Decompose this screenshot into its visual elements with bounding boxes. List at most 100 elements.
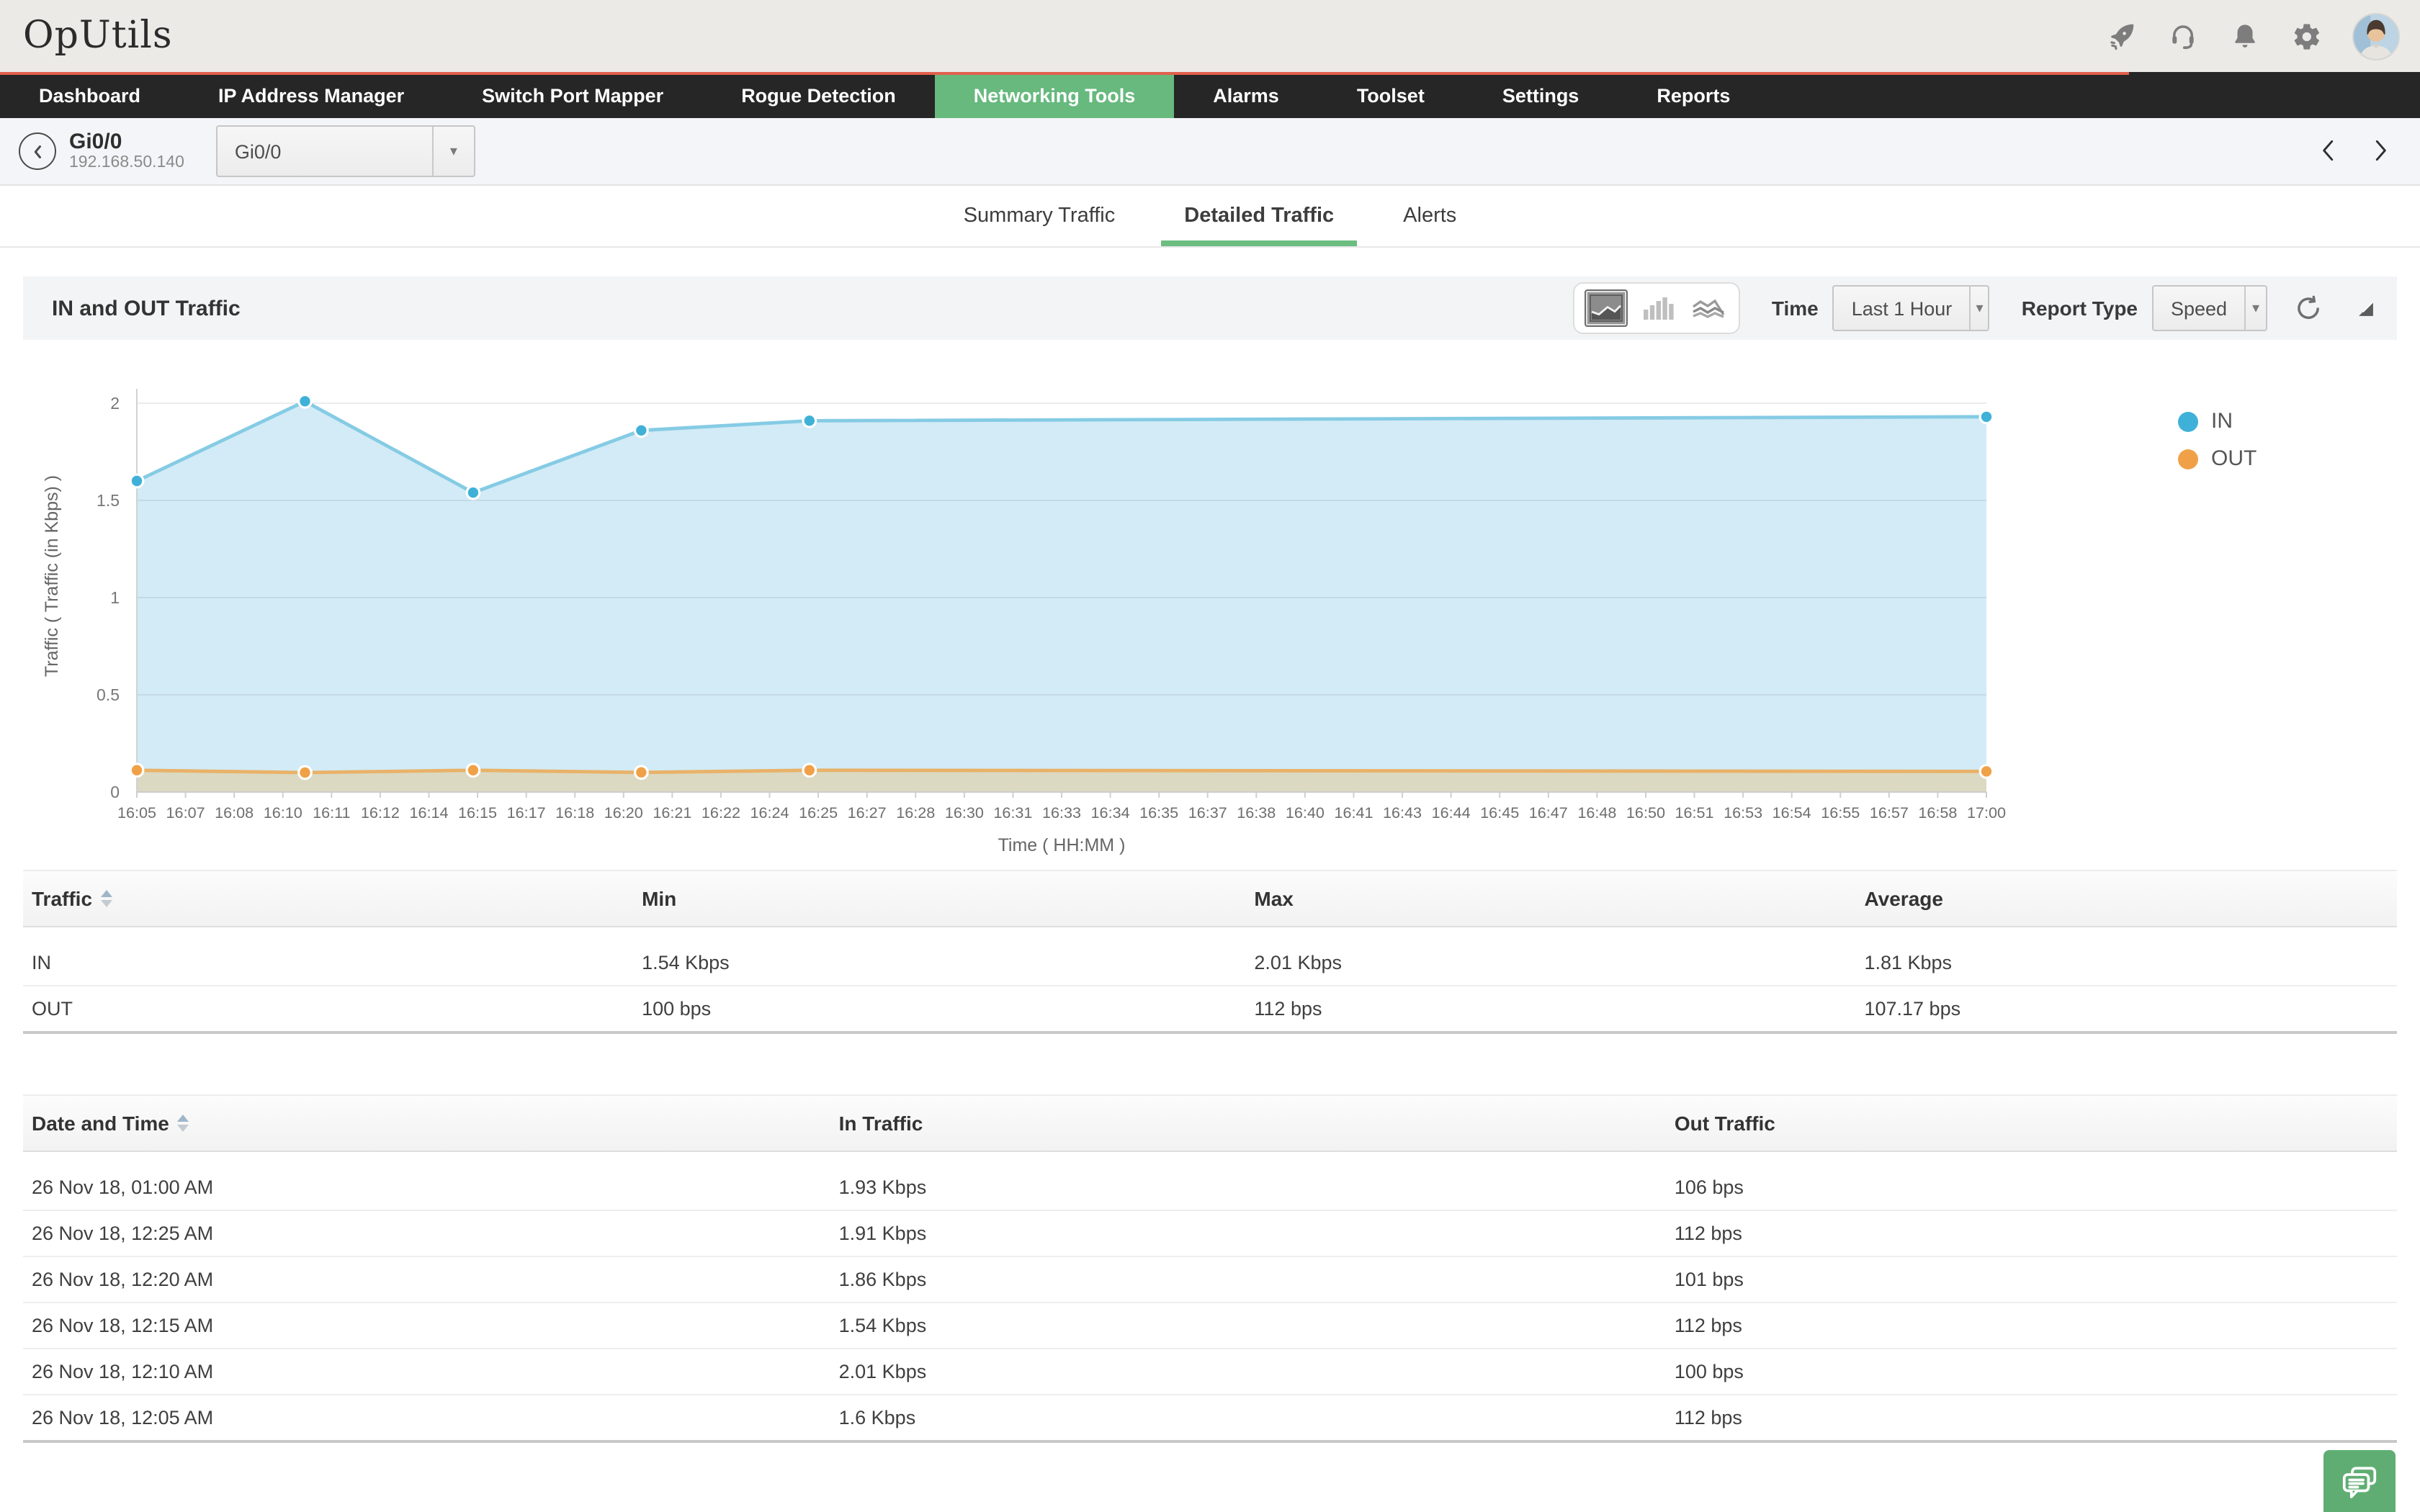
time-range-select[interactable]: Last 1 Hour ▾: [1832, 285, 1990, 331]
table-body: IN 1.54 Kbps 2.01 Kbps 1.81 Kbps OUT 100 bps 1…: [23, 927, 2397, 1034]
table-row[interactable]: 26 Nov 18, 12:25 AM 1.91 Kbps 112 bps: [23, 1211, 2397, 1257]
line-chart-icon[interactable]: [1688, 291, 1729, 325]
chart-toolbar: Time Last 1 Hour ▾ Report Type Speed ▾: [1572, 282, 2383, 334]
column-header-in-traffic[interactable]: In Traffic: [838, 1112, 923, 1135]
prev-interface-button[interactable]: [2313, 134, 2342, 168]
nav-item-reports[interactable]: Reports: [1657, 84, 1731, 106]
y-tick-label: 1.5: [97, 491, 120, 510]
sort-icon[interactable]: [177, 1115, 189, 1132]
x-tick-label: 16:54: [1773, 804, 1811, 822]
sort-icon[interactable]: [101, 890, 113, 907]
table-row[interactable]: 26 Nov 18, 12:20 AM 1.86 Kbps 101 bps: [23, 1257, 2397, 1303]
expand-icon[interactable]: [2348, 291, 2383, 325]
nav-item-switch-port-mapper[interactable]: Switch Port Mapper: [482, 84, 664, 106]
data-point-in-16:20[interactable]: [633, 423, 649, 438]
bell-icon[interactable]: [2228, 20, 2260, 52]
interface-select[interactable]: Gi0/0 ▾: [215, 125, 475, 177]
table-row[interactable]: 26 Nov 18, 12:15 AM 1.54 Kbps 112 bps: [23, 1303, 2397, 1349]
tab-detailed-traffic[interactable]: Detailed Traffic: [1161, 186, 1358, 246]
data-point-out-17:00[interactable]: [1978, 763, 1994, 779]
column-header-date-and-time[interactable]: Date and Time: [23, 1112, 830, 1135]
table-row[interactable]: 26 Nov 18, 12:05 AM 1.6 Kbps 112 bps: [23, 1395, 2397, 1443]
x-tick-label: 16:57: [1870, 804, 1909, 822]
tab-alerts[interactable]: Alerts: [1403, 204, 1457, 228]
legend-item-out[interactable]: OUT: [2178, 446, 2257, 471]
legend-item-in[interactable]: IN: [2178, 409, 2257, 433]
y-axis-title: Traffic ( Traffic (in Kbps) ): [42, 475, 62, 677]
table-cell: 26 Nov 18, 01:00 AM: [32, 1176, 214, 1198]
interface-title-block: Gi0/0 192.168.50.140: [69, 130, 184, 174]
data-point-out-16:05[interactable]: [129, 762, 145, 778]
data-point-in-16:05[interactable]: [129, 473, 145, 489]
x-tick-label: 16:48: [1577, 804, 1616, 822]
legend-label: IN: [2211, 409, 2233, 433]
x-tick-label: 16:05: [117, 804, 156, 822]
chart-type-group: [1572, 282, 1740, 334]
table-row[interactable]: 26 Nov 18, 12:10 AM 2.01 Kbps 100 bps: [23, 1349, 2397, 1395]
data-point-in-17:00[interactable]: [1978, 409, 1994, 425]
x-axis-title: Time ( HH:MM ): [998, 835, 1126, 855]
x-tick-label: 16:35: [1139, 804, 1178, 822]
rocket-icon[interactable]: [2105, 20, 2136, 52]
x-tick-label: 16:45: [1480, 804, 1519, 822]
nav-item-rogue-detection[interactable]: Rogue Detection: [741, 84, 896, 106]
table-row[interactable]: IN 1.54 Kbps 2.01 Kbps 1.81 Kbps: [23, 940, 2397, 986]
y-tick-label: 0: [110, 783, 120, 801]
column-header-average[interactable]: Average: [1864, 887, 1943, 910]
column-header-min[interactable]: Min: [642, 887, 677, 910]
table-row[interactable]: OUT 100 bps 112 bps 107.17 bps: [23, 986, 2397, 1034]
tab-summary-traffic[interactable]: Summary Traffic: [963, 204, 1116, 228]
x-tick-label: 16:21: [653, 804, 691, 822]
chevron-down-icon: ▾: [2244, 287, 2266, 330]
nav-item-networking-tools[interactable]: Networking Tools: [934, 72, 1175, 118]
x-tick-label: 16:07: [166, 804, 205, 822]
column-header-max[interactable]: Max: [1254, 887, 1294, 910]
header-actions: [2105, 12, 2400, 60]
user-avatar[interactable]: [2352, 12, 2400, 60]
nav-item-settings[interactable]: Settings: [1502, 84, 1579, 106]
data-point-out-16:15[interactable]: [465, 762, 481, 778]
table-cell: 26 Nov 18, 12:15 AM: [32, 1315, 214, 1336]
table-cell: 1.81 Kbps: [1864, 952, 1953, 973]
table-cell: 2.01 Kbps: [838, 1361, 927, 1382]
headset-icon[interactable]: [2166, 20, 2198, 52]
refresh-icon[interactable]: [2290, 291, 2325, 325]
x-tick-label: 16:43: [1383, 804, 1422, 822]
data-point-out-16:20[interactable]: [633, 765, 649, 780]
nav-item-alarms[interactable]: Alarms: [1213, 84, 1279, 106]
table-cell: 100 bps: [1674, 1361, 1744, 1382]
column-header-out-traffic[interactable]: Out Traffic: [1674, 1112, 1775, 1135]
data-point-in-16:10[interactable]: [297, 393, 313, 409]
table-cell: IN: [32, 952, 51, 973]
x-tick-label: 16:51: [1675, 804, 1714, 822]
data-point-in-16:25[interactable]: [802, 413, 817, 428]
table-cell: 112 bps: [1674, 1223, 1742, 1244]
y-tick-label: 0.5: [97, 685, 120, 704]
back-button[interactable]: [19, 132, 56, 170]
bar-chart-icon[interactable]: [1638, 291, 1678, 325]
x-tick-label: 16:53: [1724, 804, 1762, 822]
next-interface-button[interactable]: [2365, 134, 2394, 168]
column-header-traffic[interactable]: Traffic: [23, 887, 633, 910]
table-header-row: Traffic Min Max Average: [23, 870, 2397, 927]
area-chart-icon[interactable]: [1584, 289, 1628, 327]
data-point-in-16:15[interactable]: [465, 485, 481, 500]
chat-support-button[interactable]: [2323, 1450, 2396, 1512]
traffic-detail-table: Date and Time In Traffic Out Traffic 26 Nov…: [23, 1094, 2397, 1443]
data-point-out-16:10[interactable]: [297, 765, 313, 780]
table-row[interactable]: 26 Nov 18, 01:00 AM 1.93 Kbps 106 bps: [23, 1165, 2397, 1211]
table-cell: 1.86 Kbps: [838, 1269, 927, 1290]
legend-label: OUT: [2211, 446, 2257, 471]
x-tick-label: 16:40: [1286, 804, 1325, 822]
report-type-select[interactable]: Speed ▾: [2152, 285, 2267, 331]
nav-item-toolset[interactable]: Toolset: [1356, 84, 1425, 106]
table-cell: 107.17 bps: [1864, 998, 1961, 1020]
interface-select-value: Gi0/0: [234, 140, 282, 162]
x-tick-label: 16:25: [799, 804, 838, 822]
nav-item-ip-address-manager[interactable]: IP Address Manager: [218, 84, 405, 106]
traffic-area-chart[interactable]: 0 0.5 1 1.5 2 16:05 16:07 16:08 16:10 16:11 16:12 1…: [23, 348, 2141, 870]
data-point-out-16:25[interactable]: [802, 762, 817, 778]
chart-panel-header: IN and OUT Traffic: [23, 276, 2397, 340]
gear-icon[interactable]: [2290, 20, 2322, 52]
nav-item-dashboard[interactable]: Dashboard: [39, 84, 141, 106]
